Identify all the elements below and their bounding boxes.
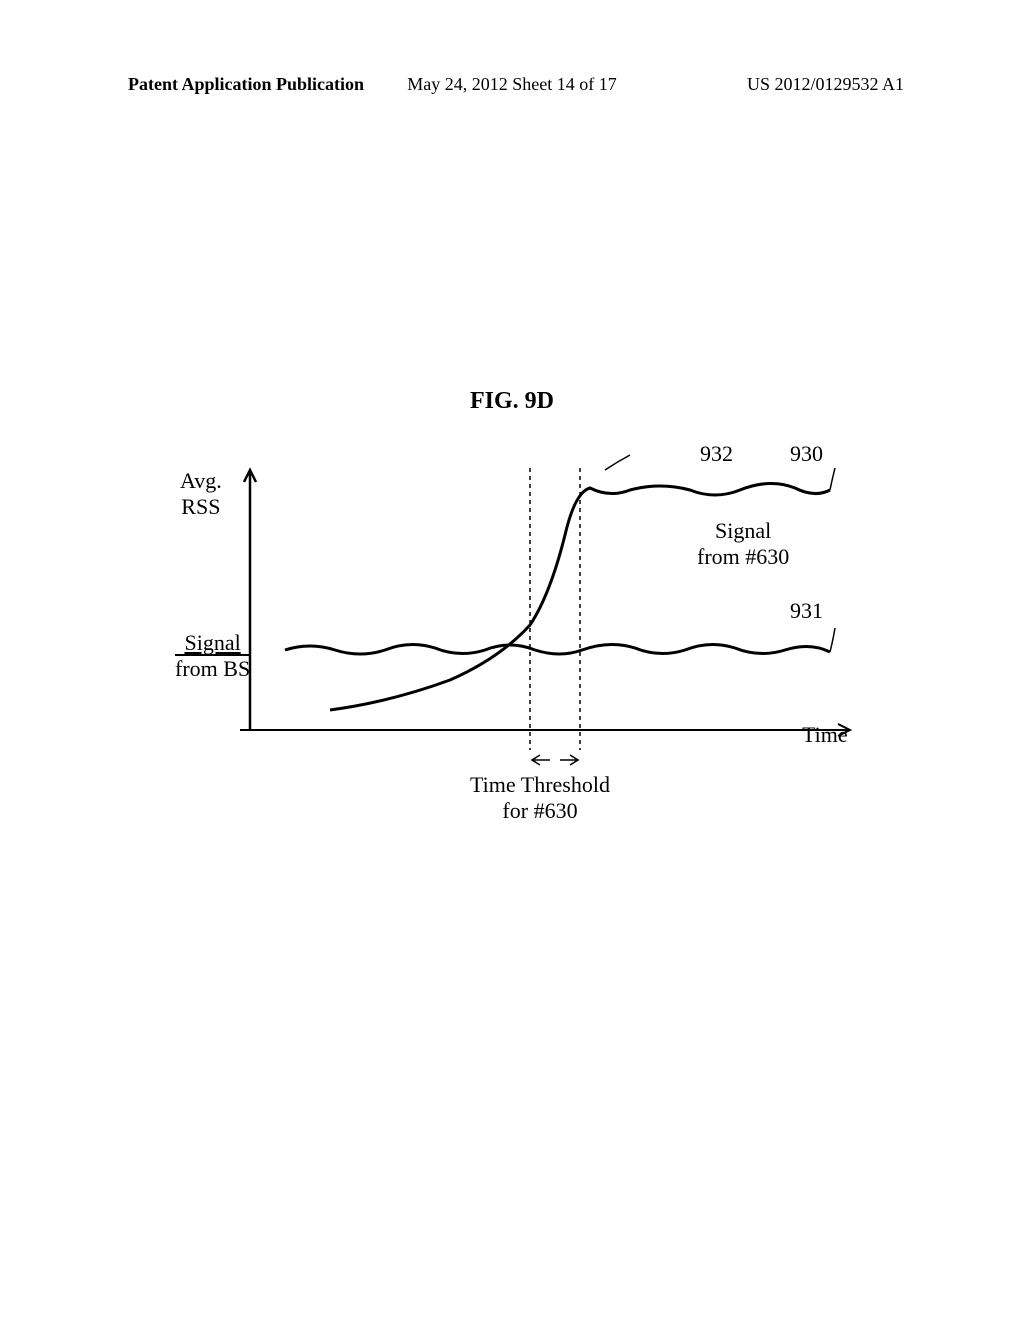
leader-932 (605, 455, 630, 470)
chart-svg (170, 440, 870, 840)
figure-title: FIG. 9D (470, 388, 554, 415)
page-header: Patent Application Publication May 24, 2… (0, 74, 1024, 95)
leader-931 (830, 628, 835, 652)
threshold-arrow-right (560, 755, 578, 765)
header-date-sheet: May 24, 2012 Sheet 14 of 17 (407, 74, 616, 95)
x-axis (240, 724, 850, 736)
signal-chart (170, 440, 870, 840)
header-app-number: US 2012/0129532 A1 (747, 74, 904, 95)
curve-bs (285, 644, 830, 654)
y-axis (244, 470, 256, 730)
header-publication: Patent Application Publication (128, 74, 364, 95)
leader-930 (830, 468, 835, 490)
threshold-arrow-left (532, 755, 550, 765)
